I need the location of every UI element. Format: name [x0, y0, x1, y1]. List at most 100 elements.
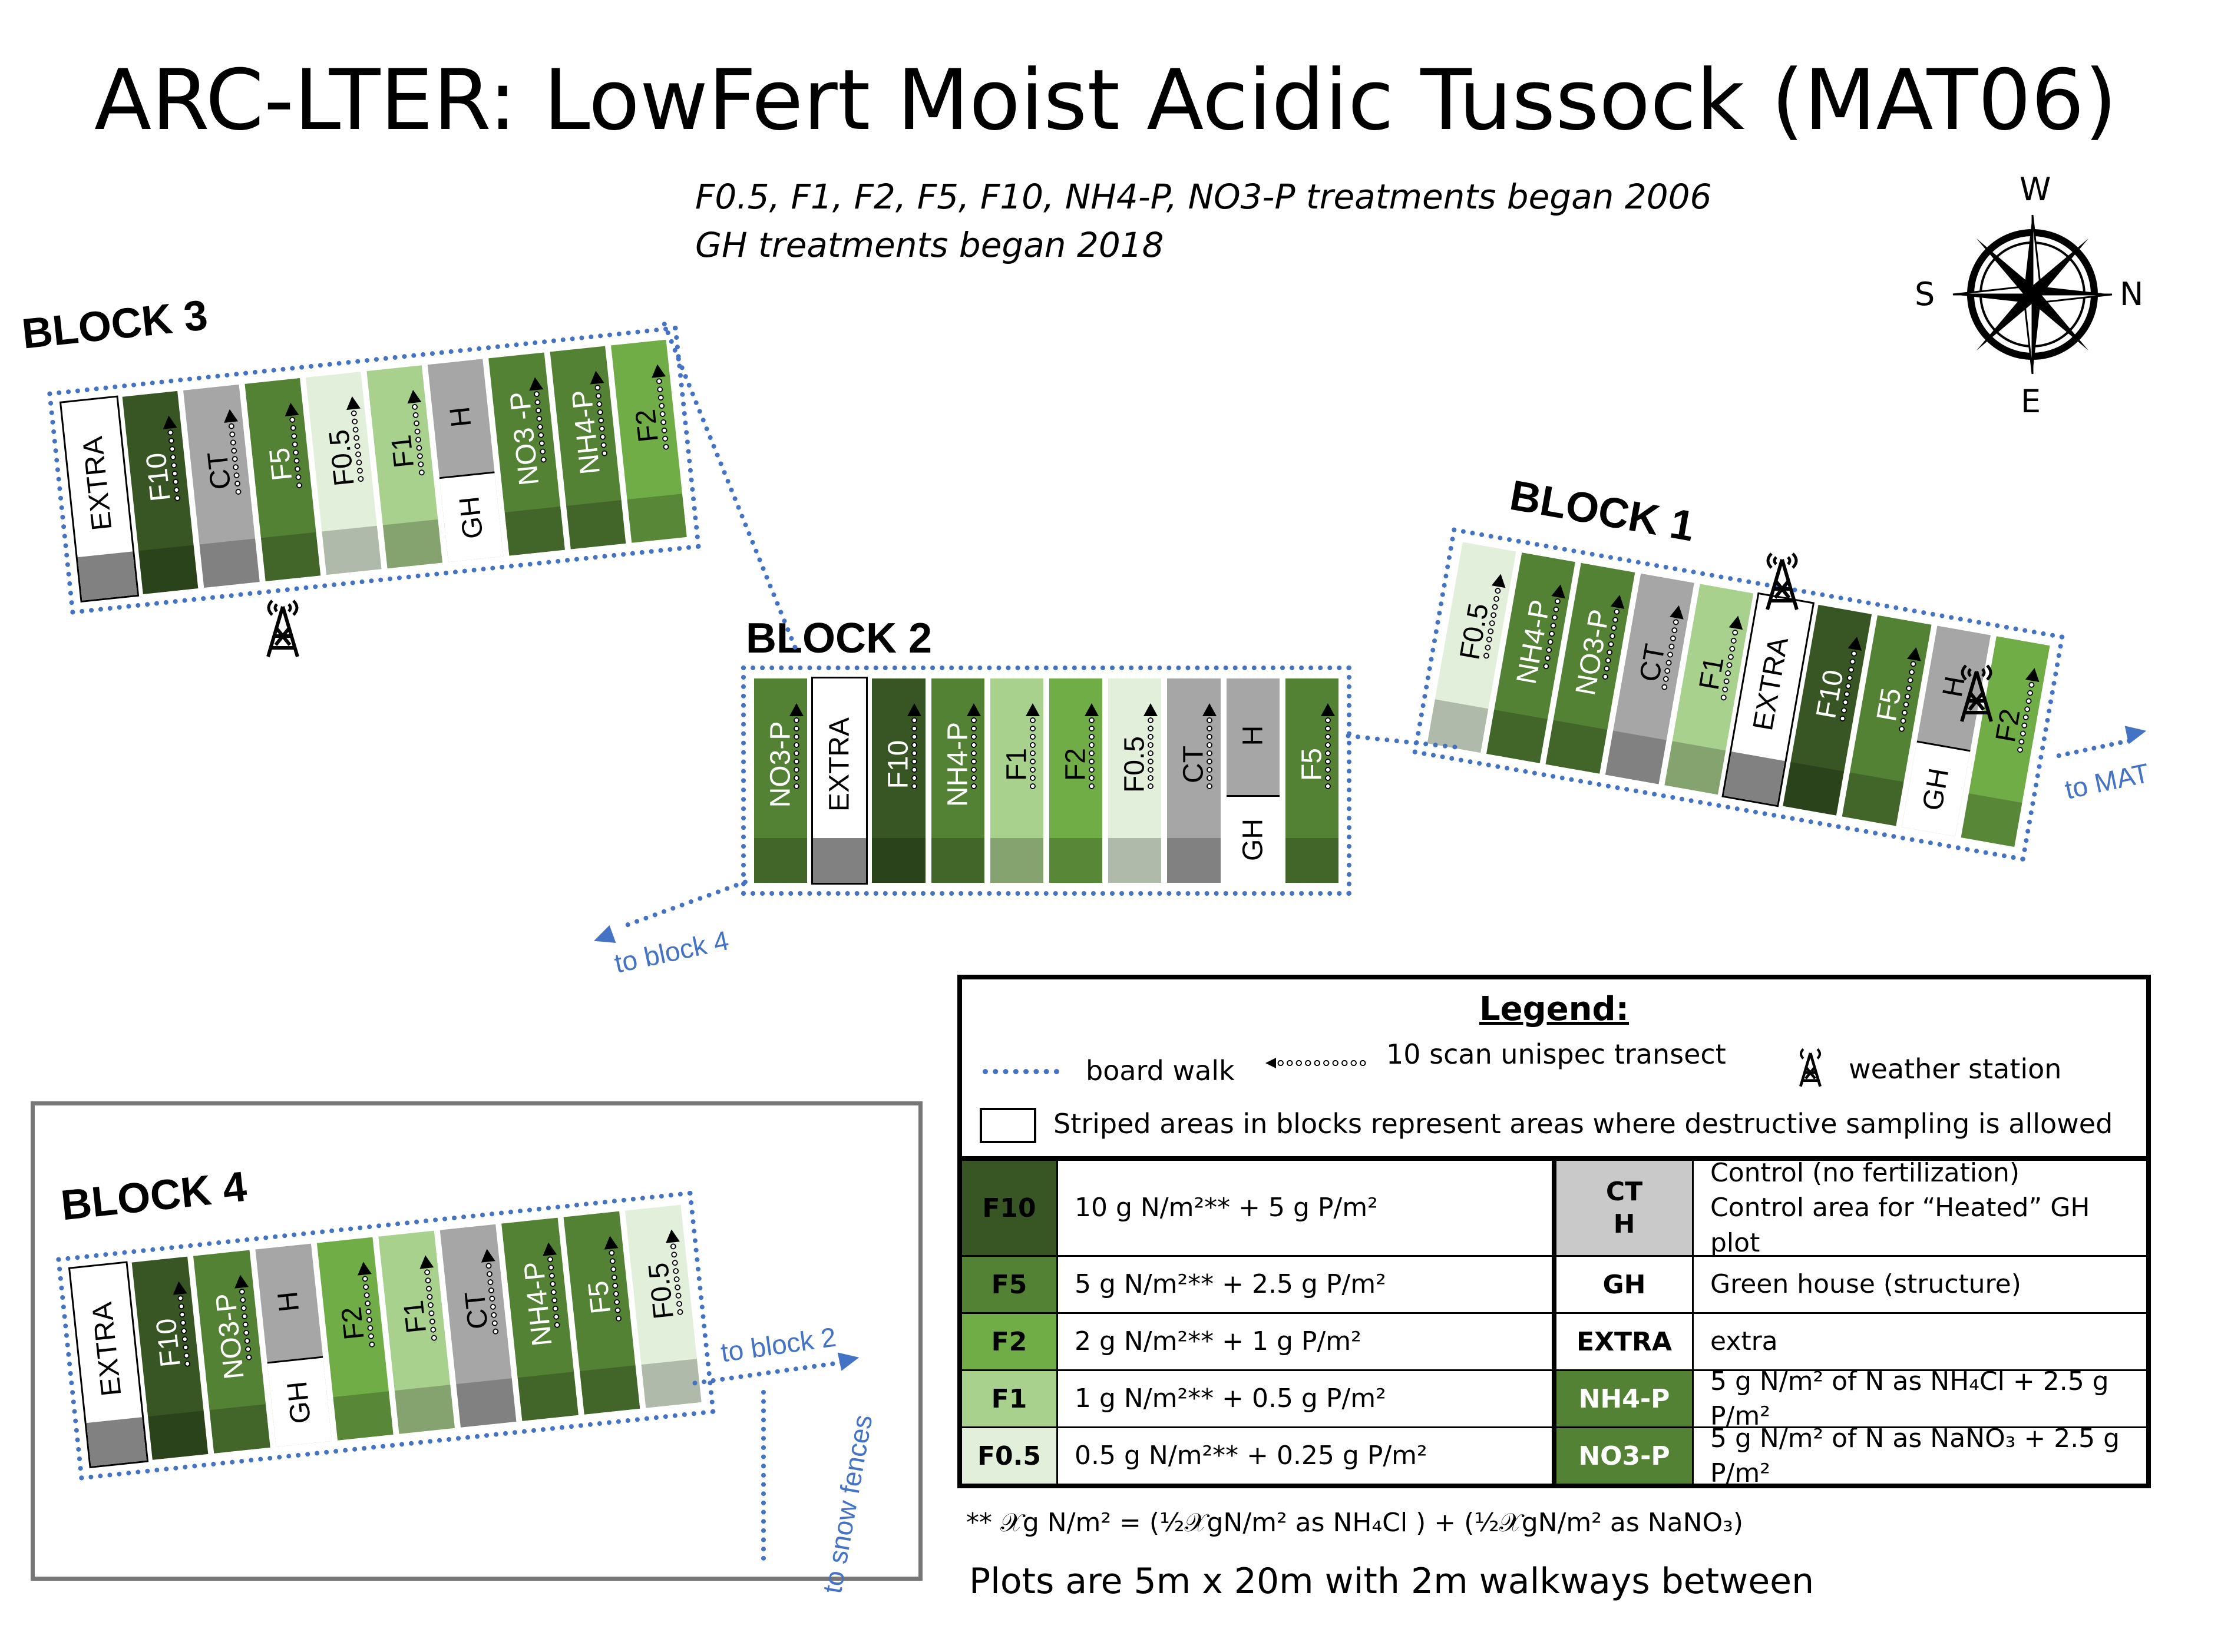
legend-desc: Control (no fertilization) Control area f…: [1694, 1158, 2146, 1258]
plot-label: EXTRA: [824, 717, 855, 812]
legend-row: F2 2 g N/m²** + 1 g P/m² EXTRA extra: [962, 1312, 2146, 1369]
legend-desc-text: 5 g N/m² of N as NaNO₃ + 2.5 g P/m²: [1710, 1423, 2120, 1488]
to-block4-arrow-icon: [590, 925, 616, 950]
compass-w: W: [2020, 171, 2051, 208]
destructive-sampling-area: [990, 837, 1043, 883]
legend-code-text: H: [1613, 1209, 1635, 1239]
treatment-note-2006: F0.5, F1, F2, F5, F10, NH4-P, NO3-P trea…: [695, 177, 1712, 217]
destructive-sampling-area: [1108, 837, 1162, 883]
plot-label: EXTRA: [86, 1300, 128, 1398]
legend-code-f2: F2: [962, 1314, 1058, 1369]
legend-code-ct: CT H: [1556, 1161, 1694, 1255]
transect-key-icon: [1265, 1057, 1369, 1069]
plot-gh-area: GH: [267, 1356, 332, 1447]
plot-gh-area: GH: [439, 471, 504, 562]
legend-code-extra: EXTRA: [1556, 1314, 1694, 1369]
destructive-sampling-area: [754, 837, 808, 883]
boardwalk-to-mat: [2056, 737, 2132, 759]
legend-code-text: NO3-P: [1578, 1441, 1670, 1471]
block-2-label: BLOCK 2: [746, 615, 933, 662]
transect-arrow-icon: [1202, 703, 1217, 792]
to-mat-arrow-icon: [2124, 721, 2149, 744]
destructive-sampling-area: [148, 1411, 209, 1460]
plot-label: H: [444, 405, 478, 429]
legend-row-left: F5 5 g N/m²** + 2.5 g P/m²: [962, 1257, 1552, 1312]
transect-arrow-icon: [1320, 703, 1335, 792]
destructive-sampling-area: [209, 1404, 270, 1454]
plot-f10: F10: [872, 678, 926, 883]
legend-desc: Green house (structure): [1694, 1257, 2146, 1312]
legend-desc-text: Green house (structure): [1710, 1269, 2021, 1300]
plot-label: GH: [282, 1379, 318, 1425]
legend-code-f0.5: F0.5: [962, 1428, 1058, 1484]
legend-desc: 5 g N/m² of N as NH₄Cl + 2.5 g P/m²: [1694, 1366, 2146, 1431]
plot-label: EXTRA: [1747, 634, 1795, 733]
destructive-sampling-area: [394, 1385, 455, 1434]
legend-code-f1: F1: [962, 1371, 1058, 1426]
destructive-sampling-area: [1285, 837, 1338, 883]
legend-code-text: NH4-P: [1578, 1383, 1670, 1414]
compass-e: E: [2021, 383, 2041, 420]
legend-board-walk: board walk: [1086, 1055, 1235, 1087]
legend-header: Legend: board walk 10 scan unispec trans…: [962, 979, 2146, 1161]
plot-label: GH: [1916, 766, 1955, 813]
block4-inset-frame: [31, 1101, 923, 1581]
destructive-sampling-area: [77, 551, 138, 601]
destructive-sampling-area: [322, 525, 382, 575]
transect-arrow-icon: [966, 703, 981, 792]
destructive-sampling-area: [1486, 709, 1548, 763]
boardwalk-key-icon: [983, 1069, 1059, 1074]
block-3-label: BLOCK 3: [19, 292, 210, 358]
plot-label: H: [1237, 725, 1269, 746]
legend-code-f5: F5: [962, 1257, 1058, 1312]
plot-extra: EXTRA: [811, 677, 868, 885]
transect-arrow-icon: [1143, 703, 1158, 792]
legend-desc-text: 5 g N/m² of N as NH₄Cl + 2.5 g P/m²: [1710, 1366, 2109, 1431]
destructive-sampling-area: [1605, 730, 1667, 784]
destructive-sampling-area: [1842, 772, 1904, 826]
destructive-sampling-area: [627, 494, 687, 543]
block-1-label: BLOCK 1: [1506, 471, 1698, 551]
destructive-sampling-area: [505, 506, 565, 556]
legend-row-left: F0.5 0.5 g N/m²** + 0.25 g P/m²: [962, 1428, 1552, 1484]
legend-desc: 1 g N/m²** + 0.5 g P/m²: [1058, 1371, 1552, 1426]
legend-row-left: F1 1 g N/m²** + 0.5 g P/m²: [962, 1371, 1552, 1426]
legend-row: F5 5 g N/m²** + 2.5 g P/m² GH Green house (…: [962, 1255, 2146, 1312]
transect-arrow-icon: [789, 703, 804, 792]
legend-desc-text: 5 g N/m²** + 2.5 g P/m²: [1075, 1269, 1386, 1300]
plot-label: EXTRA: [77, 435, 118, 532]
legend-desc: 5 g N/m² of N as NaNO₃ + 2.5 g P/m²: [1694, 1423, 2146, 1488]
plot-f0.5: F0.5: [1108, 678, 1162, 883]
legend-row: F10 10 g N/m²** + 5 g P/m² CT H Control (no …: [962, 1158, 2146, 1258]
plot-size-note: Plots are 5m x 20m with 2m walkways betw…: [969, 1561, 1815, 1602]
to-block4-label: to block 4: [612, 925, 732, 979]
legend-row-right: CT H Control (no fertilization) Control are…: [1552, 1158, 2146, 1258]
destructive-sampling-area: [566, 500, 626, 549]
transect-arrow-icon: [1084, 703, 1099, 792]
destructive-sampling-area: [138, 545, 199, 594]
destructive-sampling-area: [813, 837, 867, 883]
plot-f1: F1: [990, 678, 1043, 883]
plot-gh-area: GH: [1901, 740, 1971, 837]
destructive-sampling-area: [86, 1417, 147, 1466]
legend-row-right: NO3-P 5 g N/m² of N as NaNO₃ + 2.5 g P/m²: [1552, 1423, 2146, 1488]
boardwalk-to-snow-fences: [761, 1390, 766, 1561]
legend: Legend: board walk 10 scan unispec trans…: [957, 975, 2151, 1488]
plot-ct: CT: [1167, 678, 1221, 883]
legend-desc-text: 10 g N/m²** + 5 g P/m²: [1075, 1193, 1378, 1223]
page-title: ARC-LTER: LowFert Moist Acidic Tussock (…: [94, 52, 2117, 149]
destructive-sampling-area: [579, 1365, 640, 1415]
legend-desc-text: Control area for “Heated” GH plot: [1710, 1193, 2090, 1258]
destructive-sampling-area: [872, 837, 926, 883]
block-3: BLOCK 3 EXTRA F10 CT F5 F0.5 F1 H GH NO3 -P NH4-P…: [19, 292, 701, 615]
legend-code-nh4-p: NH4-P: [1556, 1371, 1694, 1426]
destructive-sampling-area: [382, 519, 443, 569]
boardwalk-to-block4: [624, 879, 748, 928]
legend-row-right: EXTRA extra: [1552, 1314, 2146, 1369]
legend-desc-text: 2 g N/m²** + 1 g P/m²: [1075, 1326, 1361, 1357]
treatment-note-2018: GH treatments began 2018: [695, 225, 1164, 265]
transect-arrow-icon: [907, 703, 922, 792]
destructive-sampling-area: [1783, 762, 1845, 816]
plot-no3-p: NO3-P: [754, 678, 808, 883]
legend-desc: 0.5 g N/m²** + 0.25 g P/m²: [1058, 1428, 1552, 1484]
